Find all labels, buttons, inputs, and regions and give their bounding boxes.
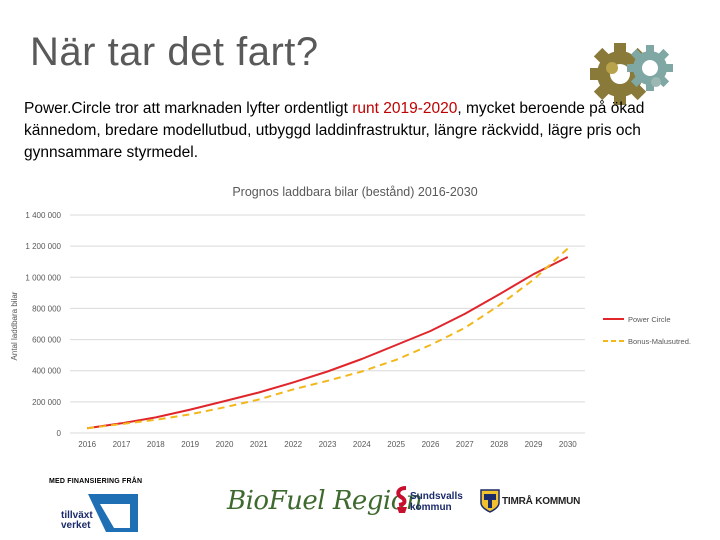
timra-crest-icon [480, 489, 500, 513]
x-tick-label: 2020 [216, 440, 234, 449]
y-tick-label: 800 000 [32, 304, 61, 313]
legend-label: Power Circle [628, 315, 671, 324]
y-tick-label: 1 200 000 [25, 242, 61, 251]
funding-label: MED FINANSIERING FRÅN [49, 478, 143, 485]
x-tick-label: 2018 [147, 440, 165, 449]
y-tick-label: 600 000 [32, 336, 61, 345]
sundsvall-line2: kommun [410, 502, 452, 513]
x-tick-label: 2028 [490, 440, 508, 449]
y-tick-label: 200 000 [32, 398, 61, 407]
x-tick-label: 2024 [353, 440, 371, 449]
series-line-2 [87, 247, 569, 430]
legend-label: Bonus-Malusutred. [628, 337, 691, 346]
x-tick-label: 2019 [181, 440, 199, 449]
intro-paragraph: Power.Circle tror att marknaden lyfter o… [24, 98, 704, 164]
sundsvall-line1: Sundsvalls [410, 491, 463, 502]
intro-highlight: runt 2019-2020 [352, 100, 458, 117]
intro-text-end: , mycket beroende på ökad kännedom, bred… [24, 100, 645, 161]
timra-text: TIMRÅ KOMMUN [502, 496, 581, 507]
x-tick-label: 2021 [250, 440, 268, 449]
x-tick-label: 2016 [78, 440, 96, 449]
tillvaxt-text-2: verket [61, 520, 91, 531]
y-axis-label: Antal laddbara bilar [10, 291, 19, 360]
x-tick-label: 2030 [559, 440, 577, 449]
x-tick-label: 2025 [387, 440, 405, 449]
sundsvall-text: Sundsvalls kommun [410, 491, 463, 513]
tillvaxt-text-1: tillväxt [61, 510, 93, 521]
x-tick-label: 2027 [456, 440, 474, 449]
tillvaxtverket-logo: tillväxt verket [61, 494, 138, 532]
x-tick-label: 2022 [284, 440, 302, 449]
series-line-1 [87, 256, 569, 430]
gear-logo-icon [590, 43, 673, 105]
x-tick-label: 2026 [422, 440, 440, 449]
y-tick-label: 0 [57, 429, 62, 438]
forecast-line-chart: Prognos laddbara bilar (bestånd) 2016-20… [10, 185, 691, 449]
y-tick-label: 1 400 000 [25, 211, 61, 220]
intro-text-start: Power.Circle tror att marknaden lyfter o… [24, 100, 353, 117]
biofuel-region-logo: BioFuel Region [227, 486, 423, 516]
x-tick-label: 2029 [525, 440, 543, 449]
chart-title: Prognos laddbara bilar (bestånd) 2016-20… [232, 185, 477, 199]
x-tick-label: 2023 [319, 440, 337, 449]
y-tick-label: 1 000 000 [25, 273, 61, 282]
sundsvall-logo-icon [396, 486, 407, 513]
slide-title: När tar det fart? [30, 30, 319, 74]
x-tick-label: 2017 [113, 440, 131, 449]
y-tick-label: 400 000 [32, 367, 61, 376]
